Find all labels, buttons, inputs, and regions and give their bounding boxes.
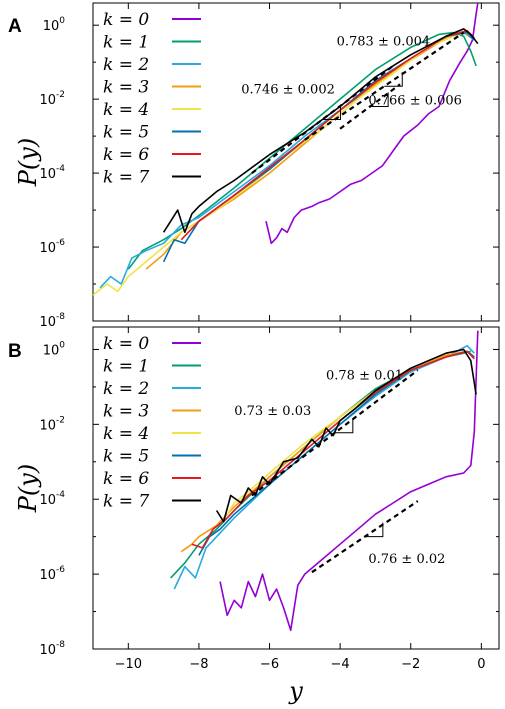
annotations: 0.78 ± 0.01 0.73 ± 0.03 0.76 ± 0.02 xyxy=(234,368,445,566)
x-tick-label: −8 xyxy=(189,657,208,672)
legend-label: k = 5 xyxy=(103,123,149,143)
legend-label: k = 7 xyxy=(103,168,149,188)
x-tick-label: −4 xyxy=(331,657,350,672)
fit-annotation: 0.76 ± 0.02 xyxy=(368,552,445,567)
panel-b: B 100 10-2 10-4 10-6 10-8 0.78 ± 0.01 0.73 ± … xyxy=(8,326,500,658)
legend-label: k = 6 xyxy=(103,469,149,489)
axis-ticks: 100 10-2 10-4 10-6 10-8 xyxy=(39,327,499,658)
legend-label: k = 5 xyxy=(103,447,149,467)
y-tick-label: 10-4 xyxy=(39,490,65,508)
series-line xyxy=(92,31,475,296)
fit-lines xyxy=(251,31,465,174)
fit-annotation: 0.746 ± 0.002 xyxy=(241,83,335,98)
x-tick-label: −2 xyxy=(401,657,420,672)
fit-annotation: 0.783 ± 0.004 xyxy=(337,35,431,50)
legend-label: k = 6 xyxy=(103,145,149,165)
panel-label: A xyxy=(8,16,22,37)
plot-frame xyxy=(92,2,500,322)
legend-label: k = 4 xyxy=(103,100,149,120)
x-axis-ticks: −10 −8 −6 −4 −2 0 xyxy=(115,657,486,672)
series-line xyxy=(215,348,477,523)
legend-label: k = 4 xyxy=(103,424,149,444)
fit-annotation: 0.766 ± 0.006 xyxy=(368,94,462,109)
series-line xyxy=(265,2,479,245)
series-line xyxy=(99,31,475,289)
legend-label: k = 3 xyxy=(103,78,149,98)
legend-label: k = 2 xyxy=(103,55,149,75)
plot-frame xyxy=(92,326,500,650)
annotations: 0.783 ± 0.004 0.746 ± 0.002 0.766 ± 0.006 xyxy=(241,35,462,109)
x-tick-label: −10 xyxy=(115,657,142,672)
panel-label: B xyxy=(8,341,22,362)
y-tick-label: 100 xyxy=(43,340,66,358)
series-line xyxy=(170,350,472,579)
y-tick-label: 10-6 xyxy=(39,238,65,256)
axis-ticks: 100 10-2 10-4 10-6 10-8 xyxy=(39,3,499,330)
slope-marker xyxy=(384,72,403,87)
slope-marker xyxy=(370,92,389,108)
legend-label: k = 3 xyxy=(103,402,149,422)
y-tick-label: 10-2 xyxy=(39,415,65,433)
legend: k = 0 k = 1k = 2 k = 3k = 4 k = 5k = 6 k = 7 xyxy=(103,10,201,188)
y-tick-label: 10-2 xyxy=(39,90,65,108)
legend-label: k = 7 xyxy=(103,492,149,512)
y-tick-label: 10-8 xyxy=(39,312,65,330)
legend-label: k = 2 xyxy=(103,379,149,399)
y-tick-label: 10-6 xyxy=(39,565,65,583)
slope-marker xyxy=(334,418,354,434)
legend-label: k = 0 xyxy=(103,334,149,354)
x-tick-label: −6 xyxy=(260,657,279,672)
series-line xyxy=(180,29,475,241)
legend-label: k = 1 xyxy=(103,33,149,53)
fit-annotation: 0.78 ± 0.01 xyxy=(326,368,403,383)
slope-marker xyxy=(322,105,341,120)
series-line xyxy=(145,31,475,270)
fit-line xyxy=(251,65,394,174)
panel-a: A 100 10-2 10-4 10-6 10-8 0.783 ± 0.004 0.746… xyxy=(8,2,500,330)
x-axis-title: y xyxy=(288,677,303,705)
x-tick-label: 0 xyxy=(477,657,485,672)
fit-annotation: 0.73 ± 0.03 xyxy=(234,404,311,419)
fit-line xyxy=(339,83,401,130)
series-line xyxy=(191,350,475,549)
y-axis-title: P(y) xyxy=(14,138,42,187)
series-line xyxy=(162,28,479,234)
legend-label: k = 1 xyxy=(103,357,149,377)
fit-lines xyxy=(251,369,419,574)
y-tick-label: 100 xyxy=(43,16,66,34)
fit-line xyxy=(304,31,465,141)
legend: k = 0 k = 1k = 2 k = 3k = 4 k = 5k = 6 k = 7 xyxy=(103,334,201,512)
series-line xyxy=(162,31,475,263)
series-layer xyxy=(170,330,479,632)
y-tick-label: 10-4 xyxy=(39,164,65,182)
legend-label: k = 0 xyxy=(103,10,149,30)
y-tick-label: 10-8 xyxy=(39,640,65,658)
y-axis-title: P(y) xyxy=(14,464,42,513)
series-line xyxy=(180,350,475,553)
slope-marker xyxy=(364,522,384,538)
series-line xyxy=(219,330,479,632)
